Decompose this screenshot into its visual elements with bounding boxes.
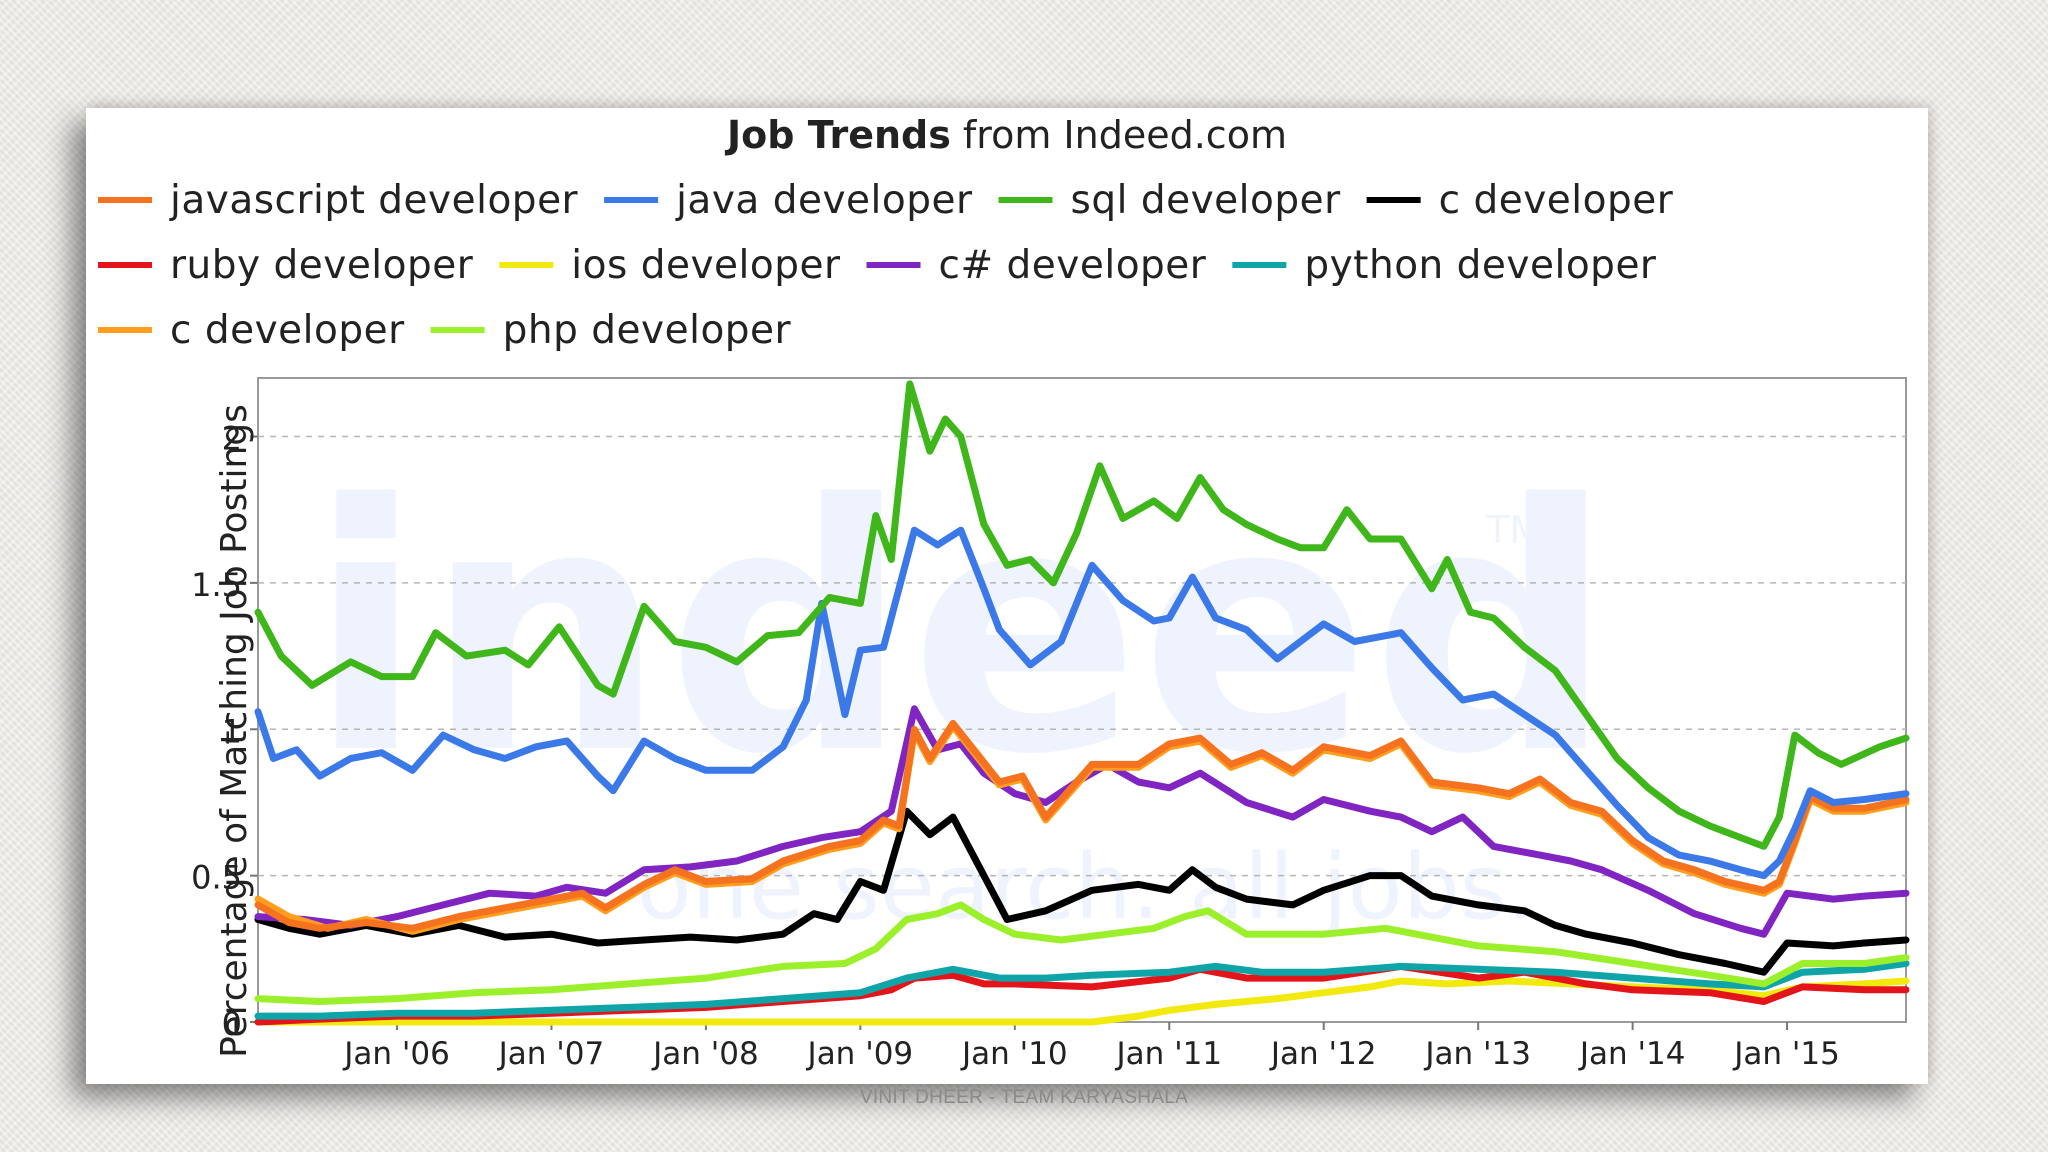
chart-title: Job Trends from Indeed.com <box>724 113 1287 157</box>
y-tick-label: 2 <box>222 420 242 458</box>
legend-label-ios-developer: ios developer <box>571 243 841 288</box>
series-line-c-developer <box>254 807 1910 976</box>
chart-card: Job Trends from Indeed.com javascript de… <box>86 108 1928 1084</box>
series-line-java-developer <box>254 526 1910 880</box>
y-axis-label: Percentage of Matching Job Postings <box>214 404 255 1058</box>
job-trends-chart: Job Trends from Indeed.com javascript de… <box>98 113 1910 1072</box>
legend-label-ruby-developer: ruby developer <box>170 243 474 288</box>
indeed-watermark: indeed one search. all jobs. TM <box>308 433 1615 940</box>
chart-title-bold: Job Trends <box>724 113 951 157</box>
x-tick-label: Jan '06 <box>342 1036 450 1072</box>
x-tick-label: Jan '13 <box>1423 1036 1531 1072</box>
series-line-javascript-developer <box>254 719 1910 932</box>
series-line-php-developer <box>254 901 1910 1005</box>
legend-label-c-developer: c developer <box>1439 178 1674 223</box>
slide-footer: VINIT DHEER - TEAM KARYASHALA <box>859 1087 1189 1108</box>
legend-label-csharp-developer: c# developer <box>939 243 1207 288</box>
legend-label-sql-developer: sql developer <box>1071 178 1342 223</box>
chart-legend: javascript developer java developer sql de… <box>98 178 1674 353</box>
series-line-ios-developer <box>254 977 1910 1026</box>
legend-label-php-developer: php developer <box>503 308 792 353</box>
legend-label-c-developer: c developer <box>170 308 405 353</box>
legend-label-python-developer: python developer <box>1304 243 1657 288</box>
y-tick-label: 0.5 <box>191 859 242 897</box>
x-tick-label: Jan '08 <box>651 1036 759 1072</box>
legend-label-java-developer: java developer <box>675 178 973 223</box>
x-tick-label: Jan '14 <box>1578 1036 1686 1072</box>
series-line-python-developer <box>254 960 1910 1020</box>
plot-area: 0 0.5 1 1.5 2 Jan '06 Jan '07 Jan '08 Jan '09 Jan… <box>191 377 1910 1072</box>
series-line-sql-developer <box>254 380 1910 850</box>
y-tick-label: 1 <box>222 712 242 750</box>
legend-label-javascript-developer: javascript developer <box>169 178 579 223</box>
watermark-tagline: one search. all jobs. <box>637 835 1536 940</box>
y-tick-label: 1.5 <box>191 566 242 604</box>
chart-title-rest: from Indeed.com <box>951 113 1287 157</box>
x-tick-label: Jan '07 <box>497 1036 605 1072</box>
x-tick-label: Jan '11 <box>1114 1036 1222 1072</box>
x-tick-label: Jan '12 <box>1269 1036 1377 1072</box>
x-tick-label: Jan '10 <box>960 1036 1068 1072</box>
x-tick-label: Jan '09 <box>806 1036 914 1072</box>
watermark-tm: TM <box>1485 508 1542 552</box>
x-tick-label: Jan '15 <box>1732 1036 1840 1072</box>
y-tick-label: 0 <box>222 1005 242 1043</box>
